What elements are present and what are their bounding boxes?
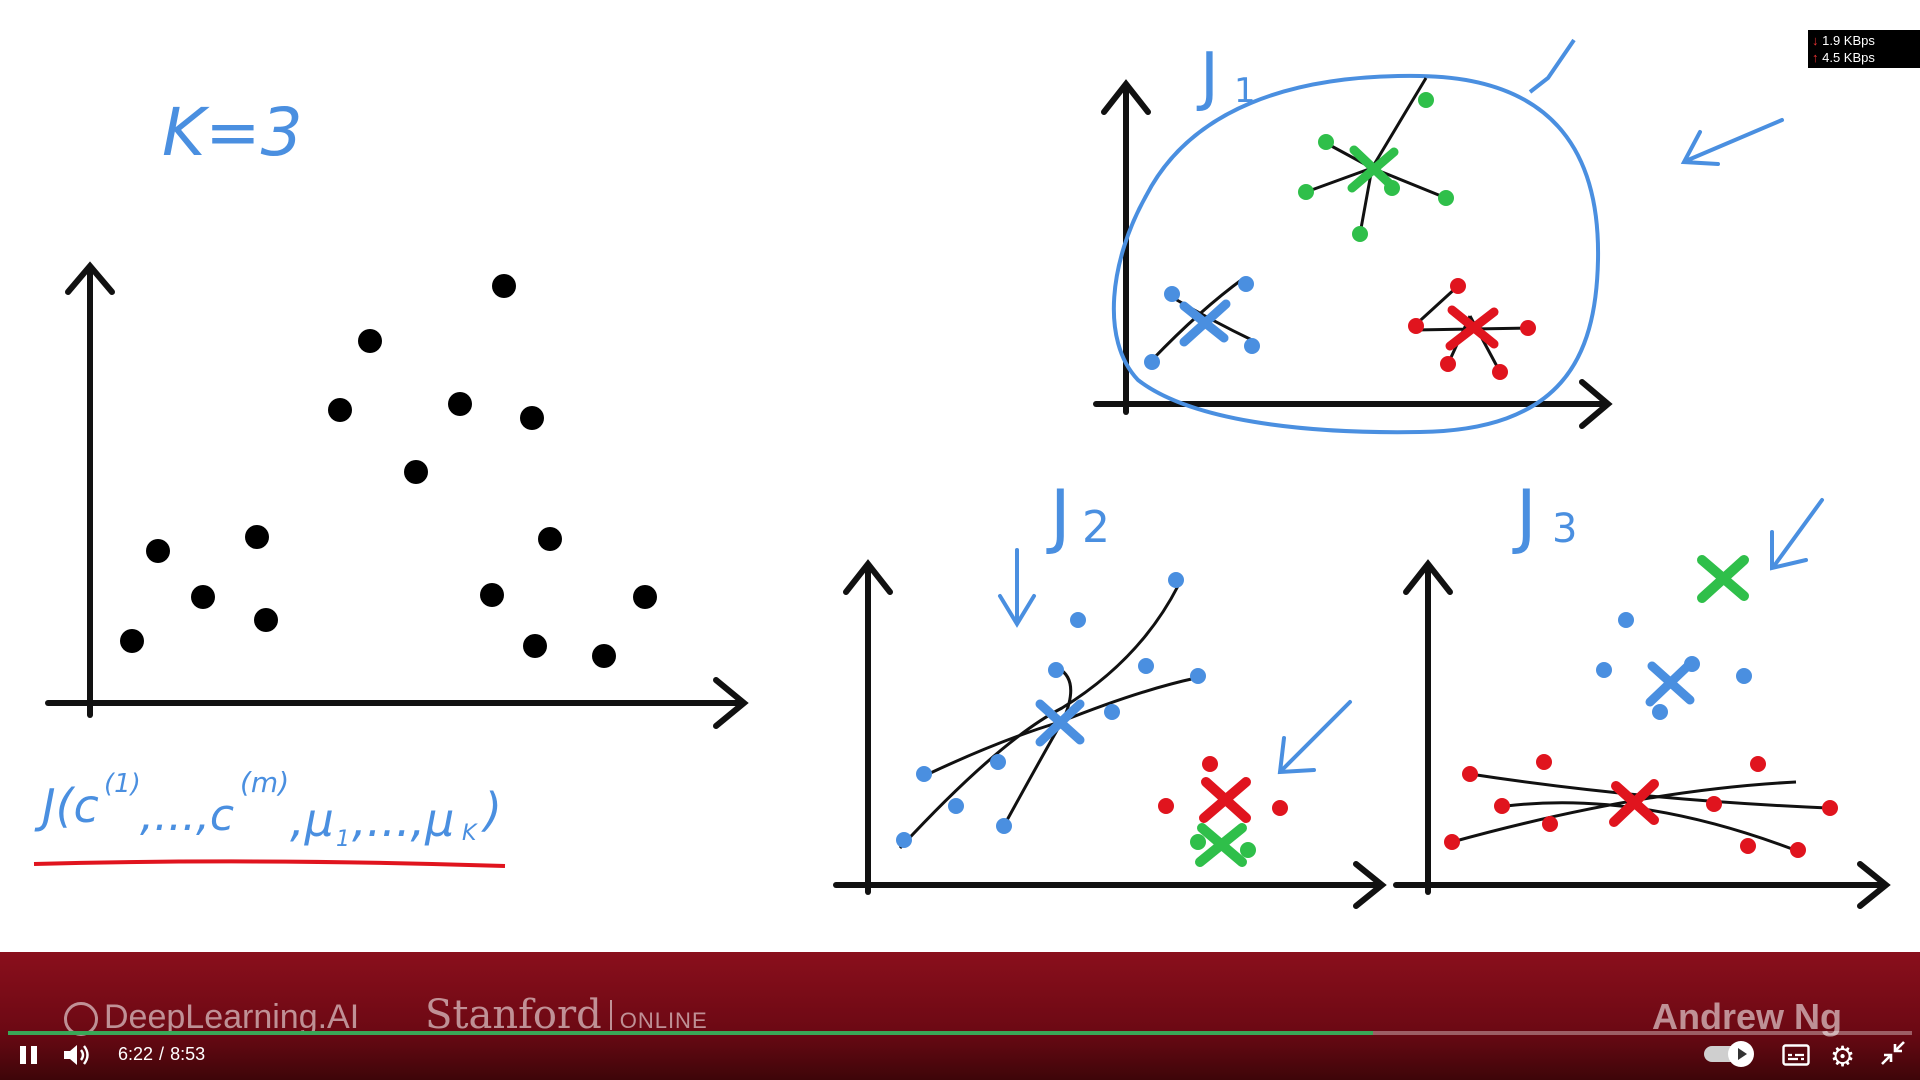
data-point: [404, 460, 428, 484]
data-point: [538, 527, 562, 551]
unlabeled-data-points: [120, 274, 657, 668]
cost-sup-1: (1): [104, 769, 141, 799]
j3-label: J: [1512, 475, 1537, 557]
time-separator: /: [159, 1044, 165, 1064]
cost-function: J(c (1) ,...,c (m) ,μ 1 ,...,μ K ): [34, 766, 502, 852]
j1-label: J: [1196, 40, 1219, 114]
j3-plot: J 3: [1393, 475, 1891, 909]
j2-pointer-arrow: [1277, 700, 1352, 775]
captions-button[interactable]: [1782, 1044, 1810, 1066]
cost-mu: ,μ: [290, 793, 334, 847]
data-point: [328, 398, 352, 422]
gear-icon: ⚙: [1830, 1041, 1856, 1072]
autoplay-play-icon: [1728, 1041, 1754, 1067]
branding-banner: DeepLearning.AI Stanford ONLINE Andrew Ng…: [0, 952, 1920, 1080]
data-point: [245, 525, 269, 549]
data-point: [191, 585, 215, 609]
cost-label: J(c: [34, 779, 99, 833]
network-stats-overlay: ↓ 1.9 KBps ↑ 4.5 KBps: [1808, 30, 1920, 68]
cost-sub-k: K: [462, 821, 478, 846]
time-display: 6:22/8:53: [118, 1044, 211, 1065]
author-name: Andrew Ng: [1651, 996, 1842, 1037]
current-time: 6:22: [118, 1044, 154, 1064]
j2-down-arrow: [998, 548, 1036, 628]
j2-sub: 2: [1082, 502, 1110, 553]
data-point: [633, 585, 657, 609]
cost-sub-1: 1: [336, 827, 350, 852]
video-controls: 6:22/8:53 ⚙: [0, 1026, 1920, 1080]
cost-sup-m: (m): [240, 766, 289, 799]
stanford-online-logo: Stanford ONLINE: [425, 992, 708, 1038]
duration: 8:53: [170, 1044, 206, 1064]
volume-button[interactable]: [62, 1042, 92, 1068]
data-point: [520, 406, 544, 430]
exit-fullscreen-button[interactable]: [1880, 1040, 1906, 1066]
j3-pointer-arrow: [1770, 498, 1824, 571]
deeplearning-logo: DeepLearning.AI: [64, 998, 359, 1037]
j1-pointer-arrow: [1680, 118, 1784, 166]
exit-fullscreen-icon: [1881, 1041, 1905, 1065]
progress-bar[interactable]: [8, 1031, 1912, 1035]
cost-dots: ,...,μ: [352, 793, 454, 847]
data-point: [120, 629, 144, 653]
j3-sub: 3: [1552, 506, 1577, 552]
data-point: [448, 392, 472, 416]
cost-mid: ,...,c: [140, 790, 234, 841]
j2-label: J: [1046, 475, 1071, 557]
download-rate: ↓ 1.9 KBps: [1812, 33, 1875, 48]
volume-icon: [64, 1045, 89, 1065]
deeplearning-name: DeepLearning.AI: [104, 998, 360, 1036]
online-label: ONLINE: [619, 1008, 708, 1033]
cost-close: ): [481, 783, 502, 837]
upload-rate: ↑ 4.5 KBps: [1812, 50, 1875, 65]
k-label: K=3: [162, 94, 303, 171]
data-point: [480, 583, 504, 607]
progress-fill: [8, 1031, 1374, 1035]
pause-icon: [20, 1046, 26, 1064]
data-point: [523, 634, 547, 658]
j1-plot: J 1: [1093, 38, 1784, 435]
data-point: [592, 644, 616, 668]
data-point: [492, 274, 516, 298]
data-point: [254, 608, 278, 632]
settings-button[interactable]: ⚙: [1830, 1040, 1855, 1073]
main-axes: [45, 261, 749, 729]
j2-plot: J 2: [833, 475, 1387, 909]
j1-sub: 1: [1234, 71, 1256, 111]
cost-underline: [33, 859, 506, 868]
data-point: [358, 329, 382, 353]
data-point: [146, 539, 170, 563]
j1-check: [1528, 38, 1576, 94]
stanford-name: Stanford: [425, 992, 602, 1038]
autoplay-toggle[interactable]: [1704, 1041, 1754, 1067]
captions-icon: [1782, 1044, 1810, 1066]
pause-button[interactable]: [18, 1044, 40, 1066]
selected-outline: [1111, 73, 1601, 435]
